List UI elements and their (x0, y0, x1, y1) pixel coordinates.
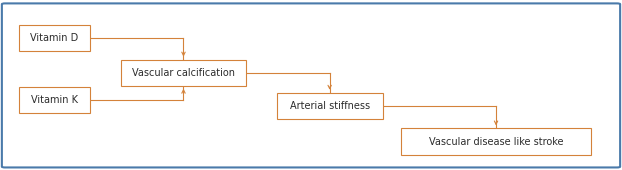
Text: Vitamin D: Vitamin D (30, 33, 78, 43)
FancyBboxPatch shape (19, 25, 90, 51)
FancyBboxPatch shape (2, 3, 620, 167)
FancyBboxPatch shape (401, 128, 591, 155)
FancyBboxPatch shape (19, 87, 90, 113)
FancyBboxPatch shape (277, 93, 383, 119)
Text: Vascular disease like stroke: Vascular disease like stroke (429, 137, 564, 147)
Text: Arterial stiffness: Arterial stiffness (290, 101, 369, 111)
Text: Vascular calcification: Vascular calcification (132, 68, 235, 78)
Text: Vitamin K: Vitamin K (31, 95, 78, 105)
FancyBboxPatch shape (121, 59, 246, 86)
